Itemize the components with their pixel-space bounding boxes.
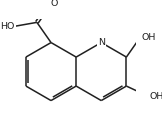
Text: O: O bbox=[50, 0, 57, 8]
Text: OH: OH bbox=[141, 33, 156, 42]
Text: HO: HO bbox=[0, 22, 15, 31]
Text: OH: OH bbox=[149, 92, 162, 101]
Text: N: N bbox=[98, 38, 105, 47]
